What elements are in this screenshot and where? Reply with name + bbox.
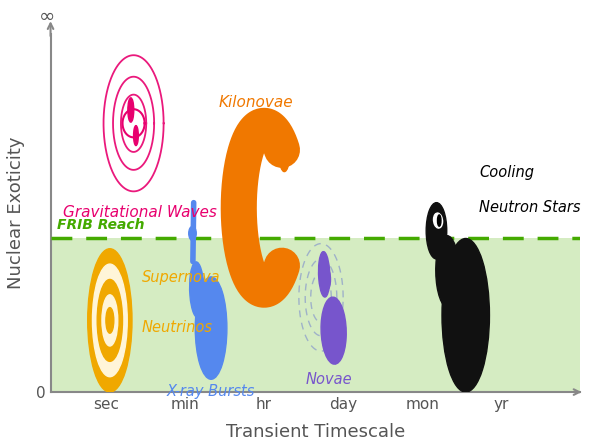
Ellipse shape	[426, 202, 447, 259]
X-axis label: Transient Timescale: Transient Timescale	[226, 423, 405, 441]
Text: Gravitational Waves: Gravitational Waves	[63, 205, 217, 220]
Circle shape	[324, 269, 331, 290]
Circle shape	[92, 264, 127, 377]
Circle shape	[279, 138, 289, 172]
Text: Neutrinos: Neutrinos	[142, 320, 212, 336]
Y-axis label: Nuclear Exoticity: Nuclear Exoticity	[7, 137, 25, 289]
Text: FRIB Reach: FRIB Reach	[57, 218, 145, 232]
Ellipse shape	[189, 226, 196, 241]
Ellipse shape	[434, 213, 443, 228]
Ellipse shape	[321, 297, 346, 364]
Text: Supernova: Supernova	[142, 270, 220, 284]
Circle shape	[442, 238, 490, 392]
Text: Kilonovae: Kilonovae	[219, 95, 293, 111]
Text: $\infty$: $\infty$	[38, 6, 55, 25]
Text: Cooling: Cooling	[479, 164, 534, 180]
Circle shape	[97, 280, 122, 362]
Bar	[50, 238, 580, 392]
Circle shape	[102, 295, 118, 346]
Circle shape	[88, 249, 132, 392]
Text: Novae: Novae	[305, 371, 352, 387]
Ellipse shape	[134, 125, 139, 146]
Circle shape	[437, 215, 441, 226]
Ellipse shape	[436, 236, 460, 308]
Circle shape	[195, 277, 227, 379]
Text: X-ray Bursts: X-ray Bursts	[167, 384, 255, 400]
Ellipse shape	[319, 252, 330, 297]
Ellipse shape	[190, 262, 204, 318]
Circle shape	[106, 308, 114, 333]
Ellipse shape	[128, 98, 134, 122]
Text: Neutron Stars: Neutron Stars	[479, 200, 581, 215]
